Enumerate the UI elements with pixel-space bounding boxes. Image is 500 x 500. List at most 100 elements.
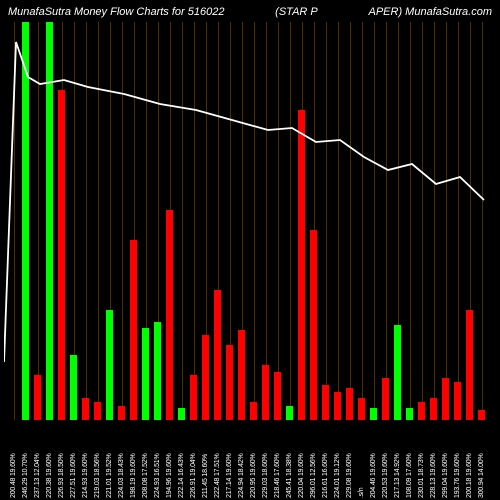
bar	[118, 406, 125, 420]
bar	[82, 398, 89, 420]
grid-line	[38, 22, 39, 420]
grid-line	[290, 22, 291, 420]
grid-line	[326, 22, 327, 420]
x-label: 246.29 10.70%	[22, 454, 29, 499]
bar	[70, 355, 77, 420]
bar	[142, 328, 149, 420]
bar	[310, 230, 317, 420]
x-label: 193.76 19.60%	[454, 454, 461, 499]
grid-line	[14, 22, 15, 420]
x-label: 220.38 19.60%	[46, 454, 53, 499]
x-label: 220.04 19.60%	[298, 454, 305, 499]
bar	[322, 385, 329, 420]
bar	[478, 410, 485, 420]
header-symbol: (STAR P	[224, 6, 368, 18]
bar	[406, 408, 413, 420]
x-label: 214.93 19.60%	[82, 454, 89, 499]
x-label: 221.01 19.52%	[106, 454, 113, 499]
x-label: 220.95 19.60%	[250, 454, 257, 499]
x-label: 198.19 19.60%	[130, 454, 137, 499]
x-label: 228.13 19.60%	[430, 454, 437, 499]
bar	[466, 310, 473, 420]
x-label: 219.03 18.56%	[94, 454, 101, 499]
x-label: 245.41 18.38%	[286, 454, 293, 499]
x-label: 217.13 14.92%	[394, 454, 401, 499]
bar	[250, 402, 257, 420]
grid-line	[254, 22, 255, 420]
bar	[58, 90, 65, 420]
x-label: 200.48 19.60%	[10, 454, 17, 499]
bar	[238, 330, 245, 420]
x-axis-labels: 200.48 19.60%246.29 10.70%237.13 12.04%2…	[4, 422, 496, 500]
bar	[94, 402, 101, 420]
bar	[454, 382, 461, 420]
grid-line	[194, 22, 195, 420]
bar	[262, 365, 269, 420]
x-label: 224.94 18.42%	[238, 454, 245, 499]
x-label: 208.08 17.52%	[142, 454, 149, 499]
x-label: 194.96 19.60%	[166, 454, 173, 499]
x-label: 229.03 18.60%	[262, 454, 269, 499]
grid-line	[266, 22, 267, 420]
bar	[358, 398, 365, 420]
x-label: 226.93 18.50%	[58, 454, 65, 499]
grid-line	[374, 22, 375, 420]
money-flow-chart	[4, 22, 496, 420]
x-label: 299.04 19.60%	[442, 454, 449, 499]
grid-line	[362, 22, 363, 420]
x-label: 296.01 12.56%	[310, 454, 317, 499]
grid-line	[482, 22, 483, 420]
bar	[202, 335, 209, 420]
x-label: 222.14 16.43%	[178, 454, 185, 499]
x-label: 217.14 19.60%	[226, 454, 233, 499]
x-label: 226.91 19.04%	[190, 454, 197, 499]
bar	[22, 22, 29, 420]
x-label: 222.48 17.51%	[214, 454, 221, 499]
bar	[226, 345, 233, 420]
grid-line	[458, 22, 459, 420]
bar	[394, 325, 401, 420]
bar	[442, 378, 449, 420]
grid-line	[422, 22, 423, 420]
grid-line	[350, 22, 351, 420]
x-label: 211.45 18.60%	[202, 454, 209, 498]
bar	[274, 372, 281, 420]
bar	[334, 392, 341, 420]
grid-line	[122, 22, 123, 420]
x-label: 229.08 19.60%	[346, 454, 353, 499]
bar	[346, 388, 353, 420]
header-title: MunafaSutra Money Flow Charts for 516022	[8, 6, 224, 18]
x-label: 230.01 18.73%	[418, 454, 425, 499]
bar	[214, 290, 221, 420]
bar	[370, 408, 377, 420]
x-label: 204.46 19.60%	[370, 454, 377, 499]
x-label: 218.46 17.60%	[274, 454, 281, 499]
x-label: .s/n	[358, 488, 365, 498]
x-label: 300.94 14.00%	[478, 454, 485, 499]
grid-line	[386, 22, 387, 420]
header-source: APER) MunafaSutra.com	[368, 6, 492, 18]
grid-line	[434, 22, 435, 420]
x-label: 216.61 16.60%	[322, 454, 329, 499]
grid-line	[278, 22, 279, 420]
grid-line	[410, 22, 411, 420]
x-label: 224.03 18.43%	[118, 454, 125, 499]
x-label: 200.18 19.60%	[466, 454, 473, 499]
bar	[418, 402, 425, 420]
bar	[166, 210, 173, 420]
bar	[298, 110, 305, 420]
chart-header: MunafaSutra Money Flow Charts for 516022…	[0, 6, 500, 18]
x-label: 224.93 16.51%	[154, 454, 161, 499]
x-label: 108.09 17.60%	[406, 454, 413, 499]
grid-line	[446, 22, 447, 420]
bar	[430, 398, 437, 420]
bar	[382, 378, 389, 420]
grid-line	[98, 22, 99, 420]
grid-line	[338, 22, 339, 420]
bar	[154, 322, 161, 420]
grid-line	[182, 22, 183, 420]
bar	[178, 408, 185, 420]
x-label: 220.53 19.60%	[382, 454, 389, 499]
bar	[286, 406, 293, 420]
bar	[106, 310, 113, 420]
